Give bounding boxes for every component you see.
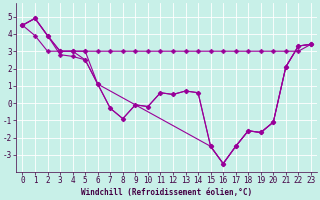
X-axis label: Windchill (Refroidissement éolien,°C): Windchill (Refroidissement éolien,°C) <box>81 188 252 197</box>
